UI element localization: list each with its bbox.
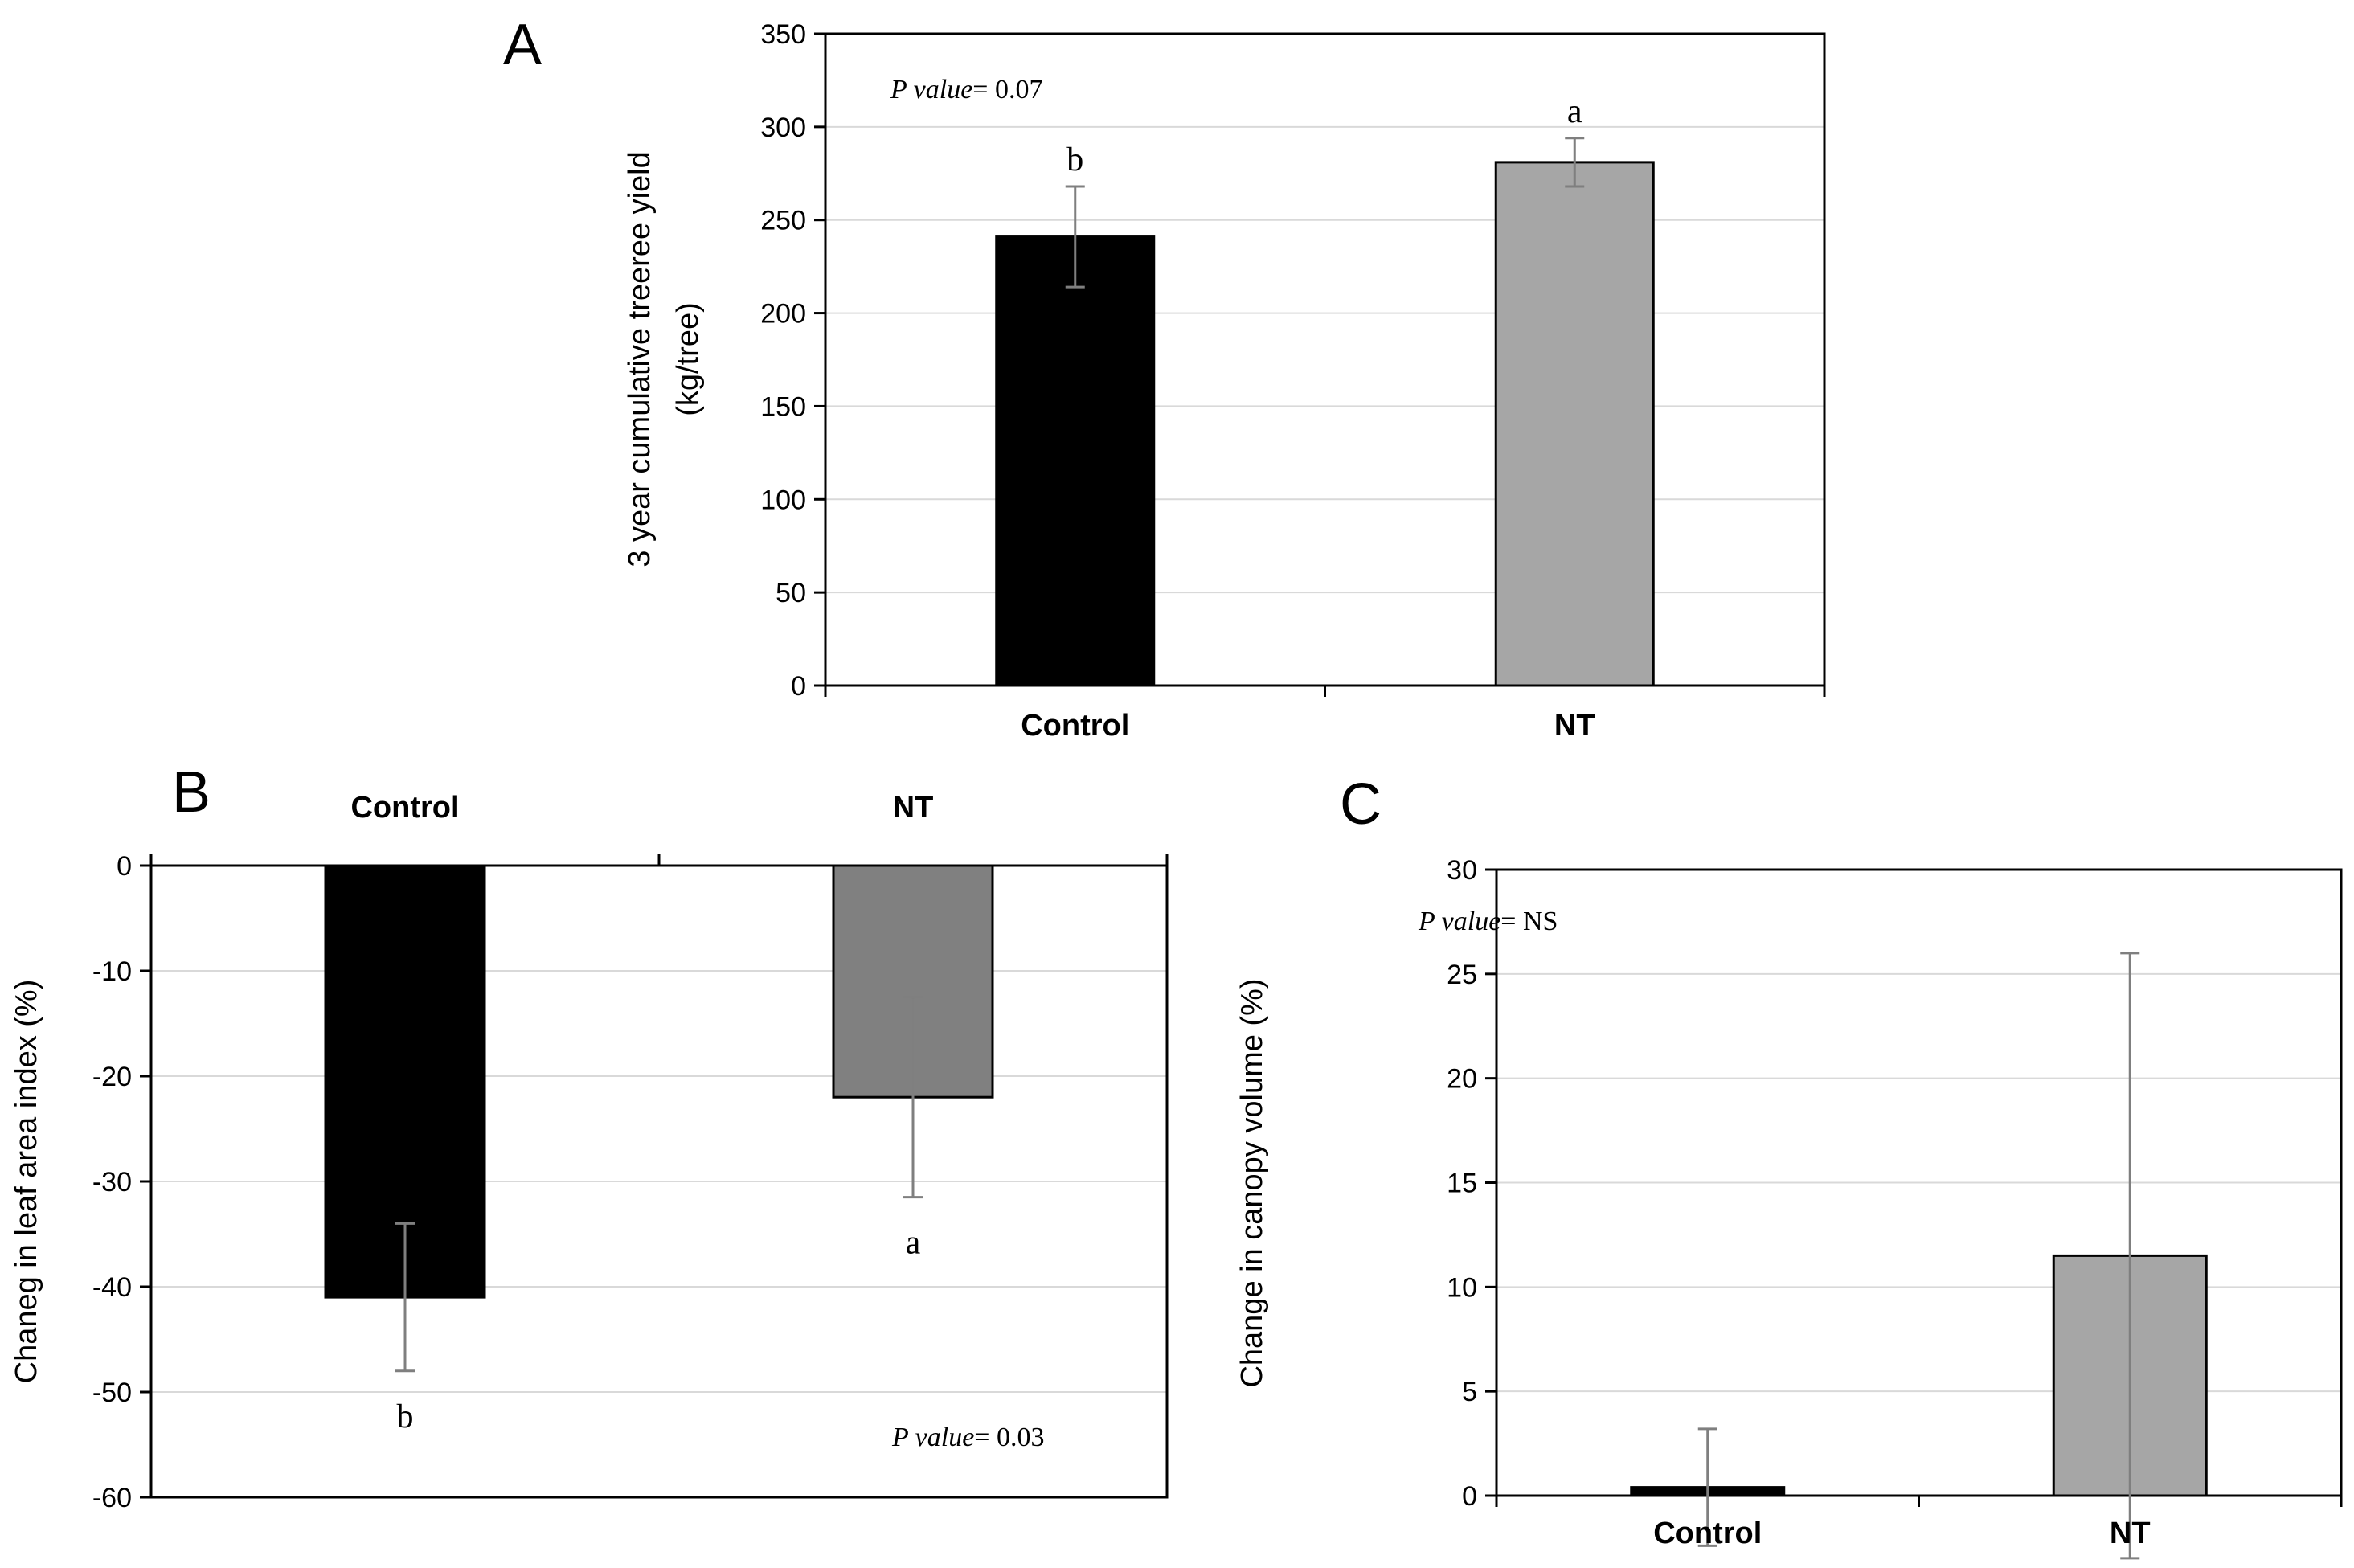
- y-tick-label: 300: [760, 113, 806, 143]
- category-label: Control: [350, 791, 459, 825]
- p-value-annotation: P value= NS: [1418, 907, 1558, 936]
- y-tick-label: -10: [92, 956, 132, 987]
- y-axis-label: Chaneg in leaf area index (%): [10, 980, 43, 1384]
- bar-control: [995, 235, 1156, 687]
- y-tick-label: 10: [1447, 1272, 1477, 1303]
- category-label: Control: [1021, 709, 1129, 743]
- y-tick-label: 0: [117, 851, 132, 882]
- error-bar: [903, 996, 923, 1199]
- y-tick-label: 20: [1447, 1064, 1477, 1095]
- error-bar: [1565, 137, 1585, 188]
- panel-b: B 0 -10 -20 -30 -40 -50 -60 Chaneg in leaf area …: [10, 760, 1169, 1513]
- p-value-annotation: P value= 0.03: [891, 1423, 1044, 1452]
- y-tick-label: 0: [1462, 1481, 1477, 1512]
- y-tick-label: -30: [92, 1167, 132, 1197]
- y-tick-label: 150: [760, 391, 806, 422]
- y-tick-label: -40: [92, 1272, 132, 1303]
- error-bar: [2120, 952, 2140, 1560]
- error-bar: [1697, 1427, 1717, 1547]
- y-tick-label: -60: [92, 1483, 132, 1513]
- significance-letter: a: [906, 1225, 921, 1262]
- p-value-annotation: P value= 0.07: [890, 75, 1042, 104]
- y-tick-label: 250: [760, 206, 806, 236]
- y-tick-label: 200: [760, 299, 806, 330]
- y-tick-label: -50: [92, 1378, 132, 1408]
- y-tick-label: 15: [1447, 1169, 1477, 1199]
- panel-letter: C: [1340, 772, 1382, 837]
- y-tick-label: 0: [791, 671, 806, 702]
- y-axis-label: Change in canopy volume (%): [1235, 978, 1269, 1387]
- error-bar: [1065, 185, 1085, 289]
- category-label: NT: [1554, 709, 1595, 743]
- y-tick-label: 25: [1447, 960, 1477, 990]
- y-tick-label: 30: [1447, 855, 1477, 886]
- y-tick-label: 350: [760, 19, 806, 50]
- panel-a: A 0 50 100 150 200 250 300 350 3 year cumulative …: [503, 13, 1826, 743]
- significance-letter: b: [397, 1398, 414, 1435]
- category-label: Control: [1653, 1517, 1762, 1550]
- panel-letter: B: [172, 760, 211, 825]
- category-label: NT: [2110, 1517, 2151, 1550]
- y-tick-label: 50: [776, 578, 806, 608]
- y-tick-label: -20: [92, 1062, 132, 1092]
- panel-c: C 0 5 10 15 20 25 30 Change in canopy volume (%)…: [1235, 772, 2343, 1560]
- y-tick-label: 5: [1462, 1377, 1477, 1407]
- bar-nt: [1494, 161, 1655, 687]
- y-axis-label: (kg/tree): [671, 302, 705, 416]
- error-bar: [395, 1222, 415, 1373]
- y-tick-label: 100: [760, 485, 806, 515]
- significance-letter: a: [1567, 93, 1582, 130]
- panel-letter: A: [503, 13, 542, 77]
- category-label: NT: [893, 791, 934, 825]
- significance-letter: b: [1066, 141, 1083, 178]
- y-axis-label: 3 year cumulative treeree yield: [623, 151, 657, 567]
